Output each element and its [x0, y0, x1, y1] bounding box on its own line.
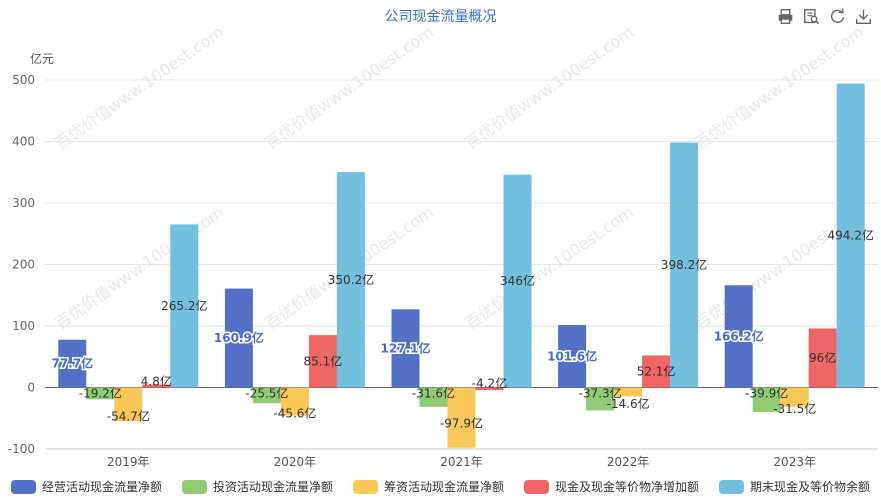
y-tick-label: 300 [12, 196, 35, 210]
data-label: -39.9亿 [745, 386, 788, 401]
legend-item-1[interactable]: 经营活动现金流量净额 [10, 478, 162, 495]
data-label: 52.1亿 [637, 363, 676, 378]
bar-1-2023年[interactable] [724, 285, 753, 388]
data-label: 4.8亿 [141, 374, 172, 389]
bar-2-2023年[interactable] [752, 387, 781, 413]
legend-label: 经营活动现金流量净额 [41, 480, 162, 494]
bar-3-2023年[interactable] [780, 387, 809, 407]
x-tick-label: 2019年 [107, 455, 150, 469]
bar-3-2020年[interactable] [280, 387, 309, 416]
data-label: -31.5亿 [773, 401, 816, 416]
bar-2-2021年[interactable] [419, 387, 448, 407]
download-icon[interactable] [853, 6, 873, 26]
bar-4-2022年[interactable] [642, 355, 671, 388]
bar-2-2019年[interactable] [86, 387, 115, 400]
watermark-text: 百优价值www.100est.com [261, 22, 437, 153]
data-label: -54.7亿 [107, 408, 150, 423]
legend-item-2[interactable]: 投资活动现金流量净额 [181, 478, 333, 495]
data-label: 85.1亿 [304, 353, 343, 368]
x-tick-label: 2023年 [773, 455, 816, 469]
data-label: -31.6亿 [412, 386, 455, 401]
legend-label: 投资活动现金流量净额 [212, 480, 333, 494]
data-label: 346亿 [500, 273, 535, 288]
legend: 经营活动现金流量净额 投资活动现金流量净额 筹资活动现金流量净额 现金及现金等价物净增… [0, 478, 881, 495]
data-label: 494.2亿 [828, 228, 874, 243]
bar-5-2021年[interactable] [503, 174, 532, 388]
refresh-icon[interactable] [827, 6, 847, 26]
data-label: 77.7亿 [51, 356, 93, 371]
watermark-text: 百优价值www.100est.com [461, 202, 637, 333]
legend-swatch [352, 479, 378, 494]
bar-1-2021年[interactable] [391, 309, 420, 388]
data-label: -14.6亿 [607, 396, 650, 411]
watermark-text: 百优价值www.100est.com [461, 22, 637, 153]
bar-4-2023年[interactable] [808, 328, 837, 388]
data-label: 127.1亿 [381, 340, 431, 355]
data-label: 160.9亿 [214, 330, 264, 345]
bar-5-2022年[interactable] [670, 142, 699, 388]
data-label: 101.6亿 [547, 348, 597, 363]
data-label: -19.2亿 [79, 386, 122, 401]
bar-3-2022年[interactable] [614, 387, 643, 397]
y-tick-label: 100 [12, 319, 35, 333]
watermark-text: 百优价值www.100est.com [51, 202, 227, 333]
y-tick-label: 400 [12, 135, 35, 149]
legend-item-4[interactable]: 现金及现金等价物净增加额 [524, 478, 699, 495]
bar-4-2020年[interactable] [308, 335, 337, 388]
legend-label: 现金及现金等价物净增加额 [555, 480, 700, 494]
data-label: -37.3亿 [579, 386, 622, 401]
y-tick-label: 500 [12, 73, 35, 87]
watermark-text: 百优价值www.100est.com [51, 22, 227, 153]
legend-item-3[interactable]: 筹资活动现金流量净额 [352, 478, 504, 495]
bar-series [58, 83, 865, 448]
bar-4-2019年[interactable] [142, 384, 171, 388]
data-view-icon[interactable] [801, 6, 821, 26]
bar-4-2021年[interactable] [475, 387, 504, 391]
y-tick-label: 200 [12, 258, 35, 272]
legend-swatch [181, 479, 207, 494]
data-label: 398.2亿 [661, 257, 707, 272]
bar-2-2020年[interactable] [252, 387, 281, 404]
data-label: -4.2亿 [472, 376, 507, 391]
bar-1-2022年[interactable] [558, 325, 587, 388]
bar-3-2019年[interactable] [114, 387, 143, 422]
bar-5-2023年[interactable] [836, 83, 865, 388]
data-label: 265.2亿 [161, 298, 207, 313]
bar-2-2022年[interactable] [586, 387, 615, 411]
bar-3-2021年[interactable] [447, 387, 476, 448]
bar-1-2019年[interactable] [58, 339, 87, 388]
legend-swatch [10, 479, 36, 494]
data-label: -45.6亿 [273, 406, 316, 421]
legend-swatch [719, 479, 745, 494]
bar-1-2020年[interactable] [224, 288, 253, 388]
x-tick-label: 2020年 [274, 455, 317, 469]
bar-5-2019年[interactable] [170, 224, 199, 388]
y-axis-ticks: -100 0 100 200 300 400 500 [8, 73, 35, 456]
legend-item-5[interactable]: 期末现金及等价物余额 [719, 478, 870, 495]
data-label: 350.2亿 [328, 272, 374, 287]
x-tick-label: 2022年 [607, 455, 650, 469]
y-axis-unit: 亿元 [30, 52, 55, 66]
data-label: -25.5亿 [245, 386, 288, 401]
legend-label: 筹资活动现金流量净额 [383, 480, 504, 494]
chart-title: 公司现金流量概况 [384, 9, 497, 25]
legend-swatch [524, 479, 549, 494]
data-label: -97.9亿 [440, 416, 483, 431]
x-tick-label: 2021年 [440, 455, 483, 469]
data-labels: 77.7亿 160.9亿 127.1亿 101.6亿 166.2亿 -19.2亿 -25.5… [50, 228, 874, 431]
data-label: 96亿 [809, 350, 836, 365]
x-axis: 2019年 2020年 2021年 2022年 2023年 [45, 448, 878, 469]
print-icon[interactable] [775, 6, 795, 26]
bar-5-2020年[interactable] [336, 172, 365, 388]
data-label: 166.2亿 [714, 328, 764, 343]
legend-label: 期末现金及等价物余额 [750, 480, 871, 494]
toolbox [775, 6, 873, 26]
y-tick-label: 0 [27, 381, 35, 395]
y-tick-label: -100 [8, 442, 35, 456]
